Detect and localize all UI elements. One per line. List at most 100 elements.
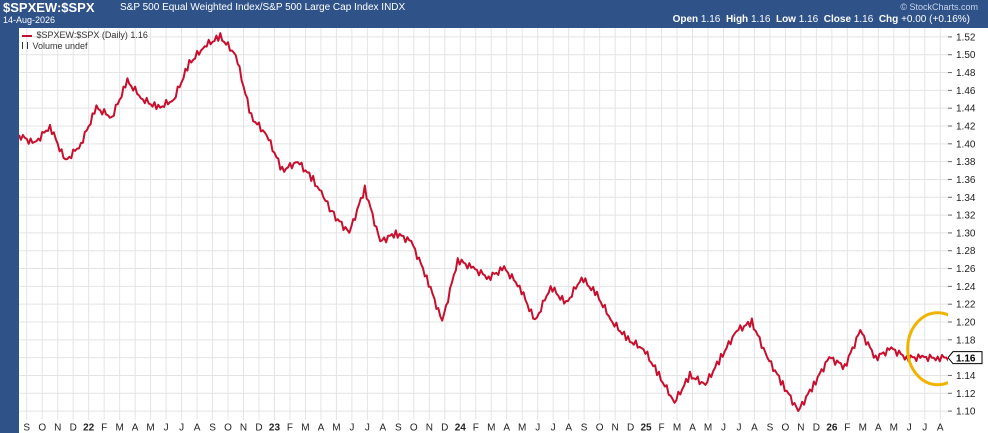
x-tick-label: D	[627, 423, 634, 433]
x-tick-label: D	[441, 423, 448, 433]
legend-series: $SPXEW:$SPX (Daily) 1.16	[22, 30, 148, 40]
y-tick-label: 1.26	[956, 264, 976, 275]
x-tick-label: N	[426, 423, 433, 433]
x-tick-label: A	[503, 423, 510, 433]
y-tick-label: 1.20	[956, 318, 976, 329]
y-tick-label: 1.18	[956, 335, 976, 346]
y-tick-label: 1.22	[956, 300, 976, 311]
y-tick-label: 1.44	[956, 104, 976, 115]
y-tick-label: 1.40	[956, 139, 976, 150]
ohlc-readout: Open 1.16 High 1.16 Low 1.16 Close 1.16 …	[673, 14, 970, 25]
legend-volume-label: Volume undef	[32, 41, 88, 51]
y-tick-label: 1.42	[956, 122, 976, 133]
x-tick-label: F	[844, 423, 850, 433]
y-axis-svg: 1.10 1.12 1.14 1.16 1.18 1.20 1.22 1.24 1.26 1.28…	[948, 32, 983, 418]
x-tick-label: J	[349, 423, 354, 433]
x-tick-label: O	[596, 423, 604, 433]
high-value: 1.16	[750, 14, 771, 25]
chg-label: Chg	[878, 14, 899, 25]
x-tick-label: J	[365, 423, 370, 433]
x-tick-label: J	[721, 423, 726, 433]
x-tick-label: A	[194, 423, 201, 433]
x-axis-svg: S O N D 22 F M A M J J A S O N D 23 F M A M J J A S O N D 24 F M A M J J A S…	[23, 423, 944, 433]
x-tick-label: A	[689, 423, 696, 433]
x-tick-label: M	[859, 423, 867, 433]
legend-line-swatch	[22, 34, 32, 37]
y-tick-label: 1.30	[956, 228, 976, 239]
x-tick-label: S	[767, 423, 774, 433]
x-tick-label: 23	[269, 423, 281, 433]
open-value: 1.16	[700, 14, 721, 25]
low-label: Low	[775, 14, 796, 25]
x-tick-label: M	[673, 423, 681, 433]
price-chart	[19, 28, 948, 420]
x-tick-label: 26	[826, 423, 838, 433]
x-tick-label: N	[240, 423, 247, 433]
x-tick-label: M	[301, 423, 309, 433]
y-tick-label: 1.36	[956, 175, 976, 186]
x-tick-label: M	[487, 423, 495, 433]
x-tick-label: O	[224, 423, 232, 433]
high-label: High	[725, 14, 749, 25]
plot-area[interactable]: $SPXEW:$SPX (Daily) 1.16 Volume undef	[19, 28, 948, 420]
x-tick-label: N	[797, 423, 804, 433]
highlight-circle	[906, 311, 948, 387]
chg-value: +0.00 (+0.16%)	[901, 14, 970, 25]
x-tick-label: A	[132, 423, 139, 433]
brand-watermark: © StockCharts.com	[900, 2, 978, 12]
x-tick-label: 24	[455, 423, 467, 433]
legend-volume: Volume undef	[22, 41, 88, 51]
open-label: Open	[672, 14, 699, 25]
x-tick-label: D	[255, 423, 262, 433]
x-tick-label: N	[54, 423, 61, 433]
x-tick-label: F	[101, 423, 107, 433]
x-tick-label: A	[380, 423, 387, 433]
x-tick-label: M	[890, 423, 898, 433]
symbol-description: S&P 500 Equal Weighted Index/S&P 500 Lar…	[120, 2, 406, 13]
x-tick-label: J	[179, 423, 184, 433]
x-tick-label: M	[704, 423, 712, 433]
y-tick-label: 1.28	[956, 246, 976, 257]
x-tick-label: S	[581, 423, 588, 433]
x-tick-label: 25	[641, 423, 653, 433]
y-tick-label: 1.34	[956, 193, 976, 204]
x-tick-label: J	[164, 423, 169, 433]
x-tick-label: J	[907, 423, 912, 433]
y-tick-label: 1.46	[956, 86, 976, 97]
x-tick-label: A	[318, 423, 325, 433]
x-tick-label: A	[937, 423, 944, 433]
y-tick-label: 1.38	[956, 157, 976, 168]
y-tick-label: 1.48	[956, 68, 976, 79]
symbol-title: $SPXEW:$SPX	[3, 0, 95, 15]
y-axis: 1.10 1.12 1.14 1.16 1.18 1.20 1.22 1.24 1.26 1.28…	[948, 28, 988, 420]
x-tick-label: F	[473, 423, 479, 433]
x-tick-label: J	[922, 423, 927, 433]
close-value: 1.16	[853, 14, 874, 25]
x-axis: S O N D 22 F M A M J J A S O N D 23 F M A M J J A S O N D 24 F M A M J J A S…	[19, 420, 988, 433]
x-tick-label: A	[751, 423, 758, 433]
y-tick-label: 1.50	[956, 50, 976, 61]
y-tick-label: 1.32	[956, 211, 976, 222]
x-tick-label: F	[287, 423, 293, 433]
last-value-tag	[948, 351, 983, 365]
x-tick-label: 22	[83, 423, 95, 433]
y-tick-label: 1.10	[956, 407, 976, 418]
x-tick-label: O	[38, 423, 46, 433]
x-tick-label: D	[70, 423, 77, 433]
y-tick-label: 1.24	[956, 282, 976, 293]
x-tick-label: S	[23, 423, 30, 433]
x-tick-label: O	[410, 423, 418, 433]
x-tick-label: O	[782, 423, 790, 433]
x-tick-label: J	[551, 423, 556, 433]
x-tick-label: S	[209, 423, 216, 433]
y-tick-label: 1.52	[956, 32, 976, 43]
x-tick-label: J	[535, 423, 540, 433]
low-value: 1.16	[798, 14, 819, 25]
x-tick-label: M	[518, 423, 526, 433]
close-label: Close	[823, 14, 852, 25]
x-tick-label: S	[395, 423, 402, 433]
ratio-series-line	[19, 32, 948, 412]
x-tick-label: M	[115, 423, 123, 433]
x-tick-label: D	[813, 423, 820, 433]
x-tick-label: A	[565, 423, 572, 433]
